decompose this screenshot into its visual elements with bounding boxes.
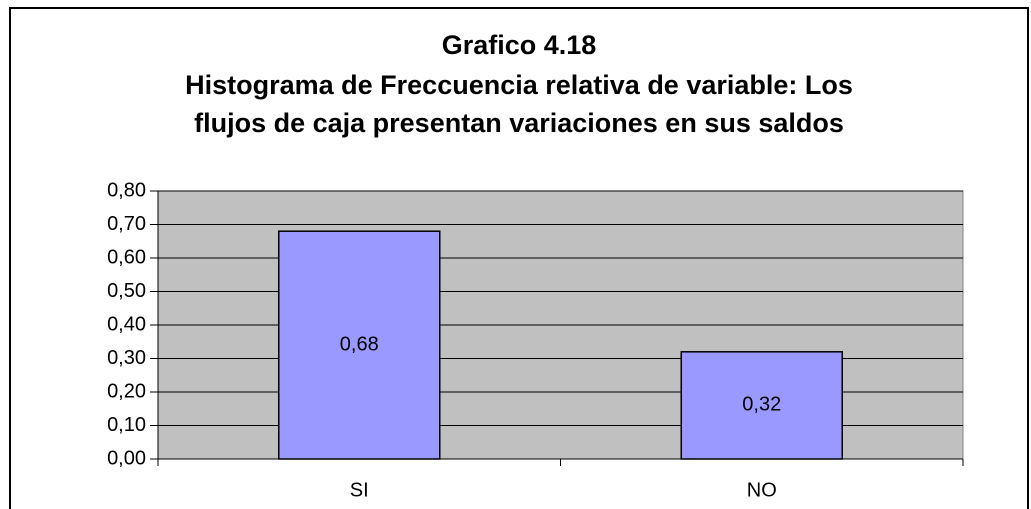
y-tick-label: 0,80	[107, 179, 146, 201]
chart-title: flujos de caja presentan variaciones en …	[194, 108, 844, 138]
y-tick-label: 0,50	[107, 280, 146, 302]
x-tick-label: SI	[350, 479, 369, 501]
bar	[278, 230, 441, 460]
bar	[680, 351, 843, 460]
data-label: 0,32	[742, 394, 781, 416]
chart-title: Histograma de Freccuencia relativa de va…	[185, 70, 853, 100]
y-tick-label: 0,00	[107, 447, 146, 469]
y-tick-label: 0,40	[107, 313, 146, 335]
y-tick-label: 0,60	[107, 246, 146, 268]
data-label: 0,68	[340, 333, 379, 355]
x-tick-label: NO	[747, 479, 777, 501]
y-tick-label: 0,10	[107, 414, 146, 436]
chart-title: Grafico 4.18	[442, 30, 597, 60]
y-tick-label: 0,30	[107, 347, 146, 369]
chart-frame	[9, 7, 1029, 509]
y-tick-label: 0,70	[107, 213, 146, 235]
y-tick-label: 0,20	[107, 380, 146, 402]
